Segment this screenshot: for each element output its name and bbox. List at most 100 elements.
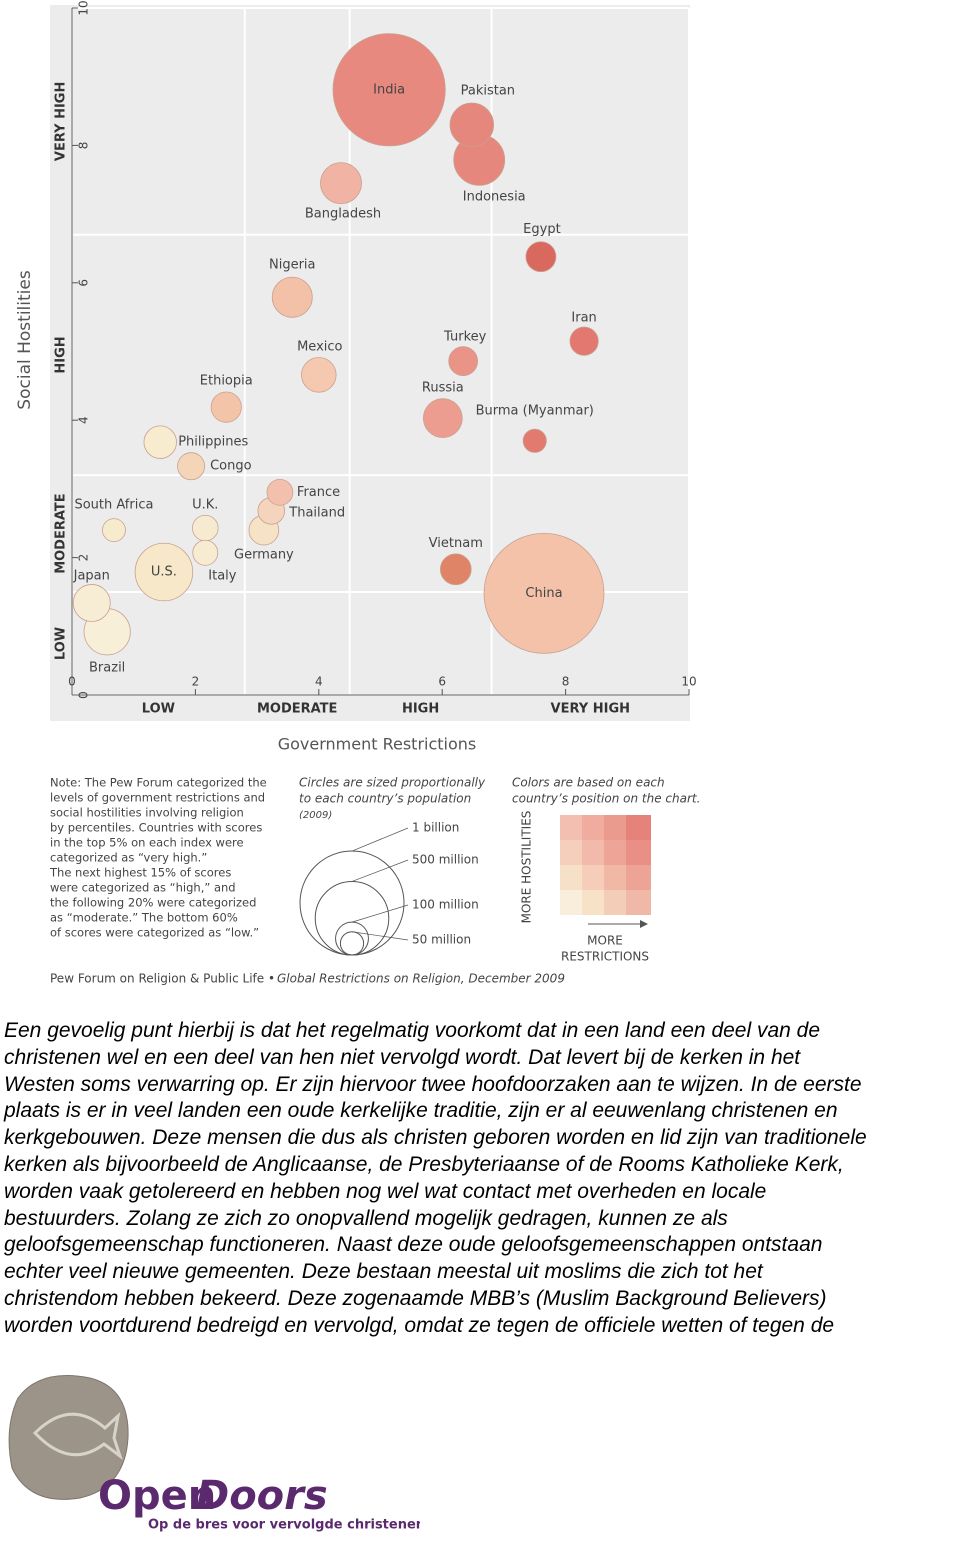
note-line: the following 20% were categorized [50, 896, 256, 910]
paragraph-line: Westen soms verwarring op. Er zijn hierv… [4, 1072, 862, 1096]
x-tick-label: 4 [315, 675, 323, 689]
note-line: as “moderate.” The bottom 60% [50, 911, 238, 925]
bubble-label: Russia [422, 381, 464, 396]
bubble [483, 532, 605, 654]
size-legend-circle [335, 921, 369, 956]
color-legend-title: Colors are based on each [512, 776, 665, 790]
x-tick-label: 10 [681, 675, 696, 689]
x-band-label: VERY HIGH [551, 702, 630, 717]
bubble [448, 346, 479, 376]
y-tick-label: 0 [77, 691, 91, 699]
y-tick-label: 10 [77, 0, 91, 15]
size-legend-label: 500 million [412, 853, 479, 867]
y-tick-label: 8 [77, 142, 91, 150]
note-line: social hostilities involving religion [50, 806, 244, 820]
color-legend-x: MORE [587, 934, 623, 948]
note-line: categorized as “very high.” [50, 851, 207, 865]
bubble-label: Brazil [89, 660, 125, 675]
bubble-label: Germany [234, 548, 294, 563]
note-line: by percentiles. Countries with scores [50, 821, 262, 835]
note-line: of scores were categorized as “low.” [50, 926, 259, 940]
y-band-label: VERY HIGH [54, 82, 69, 161]
bubble [266, 478, 294, 506]
size-legend-leader [351, 827, 409, 852]
size-legend-leader [351, 931, 409, 941]
size-legend-leader [351, 859, 409, 882]
paragraph-line: kerkgebouwen. Deze mensen die dus als ch… [4, 1126, 867, 1150]
bubble-label: Congo [210, 459, 252, 474]
bubble [320, 162, 362, 205]
bubble [134, 542, 194, 602]
bubble [569, 326, 599, 356]
size-legend-circle [339, 931, 365, 956]
logo-tagline: Op de bres voor vervolgde christenen [148, 1518, 420, 1533]
logo-open: Open [98, 1473, 216, 1519]
size-legend-label: 1 billion [412, 821, 459, 835]
paragraph-line: kerken als bijvoorbeeld de Anglicaanse, … [4, 1152, 844, 1176]
bubble-label: Indonesia [463, 189, 526, 204]
y-tick-label: 2 [77, 554, 91, 562]
note-line: in the top 5% on each index were [50, 836, 244, 850]
logo-stone [8, 1375, 129, 1500]
bubble [177, 452, 206, 481]
bubble-label: Pakistan [461, 83, 515, 98]
bubble-label: China [525, 586, 562, 601]
bubble-label: Vietnam [429, 536, 483, 551]
bubble [192, 539, 219, 566]
logo: Open Doors Op de bres voor vervolgde chr… [8, 1375, 420, 1533]
color-matrix [560, 815, 651, 915]
bubble-label: Turkey [443, 330, 487, 345]
size-legend-label: 50 million [412, 933, 471, 947]
y-band-label: MODERATE [54, 493, 69, 573]
bubble [522, 428, 547, 453]
bubble-label: Bangladesh [305, 207, 381, 222]
note-line: were categorized as “high,” and [50, 881, 236, 895]
paragraph-line: worden voortdurend bedreigd en vervolgd,… [4, 1313, 835, 1337]
chart: Government Restrictions Social Hostiliti… [15, 0, 700, 986]
paragraph-line: bestuurders. Zolang ze zich zo onopvalle… [4, 1206, 728, 1230]
bubble-label: India [373, 82, 405, 97]
x-band-label: HIGH [402, 702, 439, 717]
size-legend-title: (2009) [299, 810, 332, 821]
bubble [449, 102, 495, 148]
y-tick-label: 4 [77, 416, 91, 424]
legend [560, 815, 651, 928]
bubble [332, 33, 446, 147]
y-band-label: HIGH [54, 336, 69, 373]
color-legend-x: RESTRICTIONS [561, 950, 649, 964]
note-line: levels of government restrictions and [50, 791, 265, 805]
bubble-label: U.S. [151, 565, 177, 580]
paragraph-line: Een gevoelig punt hierbij is dat het reg… [4, 1019, 821, 1042]
size-legend-title: Circles are sized proportionally [299, 776, 486, 790]
bubble [192, 514, 219, 542]
x-tick-label: 0 [68, 675, 76, 689]
paragraph: Een gevoelig punt hierbij is dat het reg… [4, 1018, 867, 1340]
bubble-label: Egypt [523, 222, 561, 237]
source: Global Restrictions on Religion, Decembe… [277, 972, 565, 986]
note-line: Note: The Pew Forum categorized the [50, 776, 267, 790]
y-axis-title: Social Hostilities [15, 270, 35, 410]
paragraph-line: geloofsgemeenschap functioneren. Naast d… [4, 1233, 823, 1257]
plot [71, 7, 690, 696]
size-legend-circle [299, 850, 405, 956]
x-tick-label: 8 [562, 675, 570, 689]
paragraph-line: christendom hebben bekeerd. Deze zogenaa… [4, 1286, 827, 1310]
size-legend-leader [351, 904, 409, 923]
bubble-label: Burma (Myanmar) [476, 403, 594, 418]
bubble [422, 398, 463, 438]
paragraph-line: christenen wel en een deel van hen niet … [4, 1045, 801, 1069]
x-axis-title: Government Restrictions [278, 735, 477, 754]
bubble-label: U.K. [192, 498, 218, 513]
bubble-label: Mexico [297, 339, 342, 354]
bubble [210, 391, 242, 423]
bubble-label: Ethiopia [200, 374, 253, 389]
y-band-label: LOW [54, 627, 69, 660]
note-line: The next highest 15% of scores [49, 866, 231, 880]
source: Pew Forum on Religion & Public Life • [50, 972, 275, 986]
logo-doors: Doors [196, 1473, 328, 1519]
logo-fish [32, 1411, 123, 1461]
bubble-label: Thailand [288, 505, 345, 520]
bubble [525, 241, 557, 273]
bubble [439, 553, 472, 586]
